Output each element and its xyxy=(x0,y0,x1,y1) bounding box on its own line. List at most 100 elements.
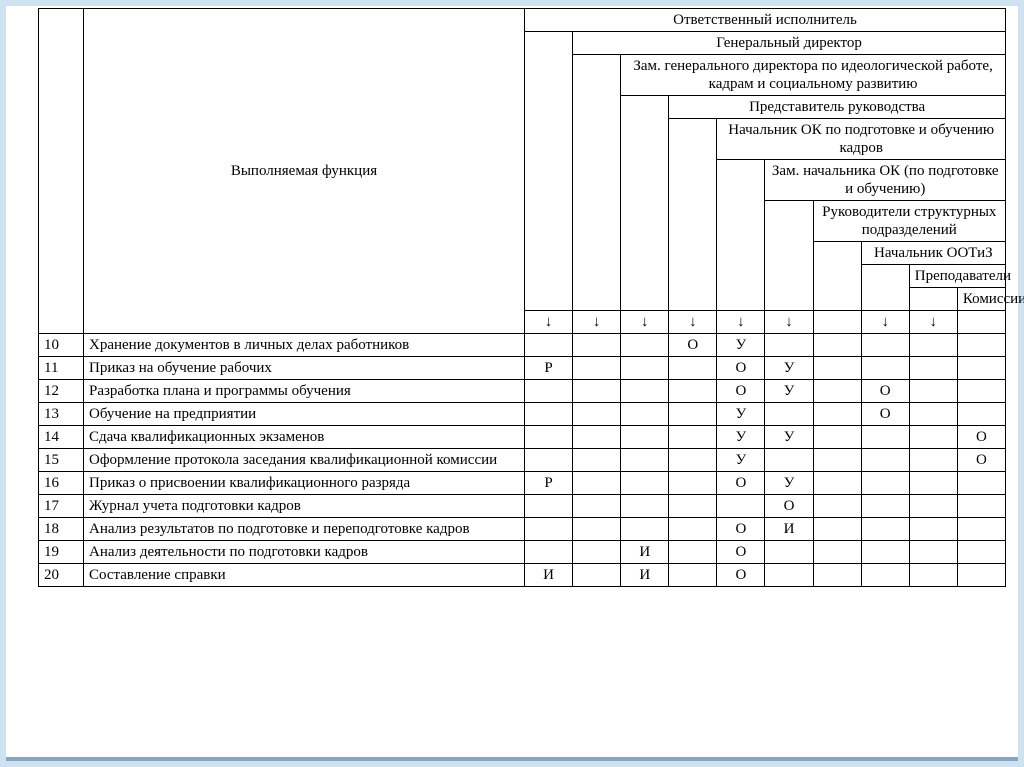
matrix-cell xyxy=(621,380,669,403)
role-7: Начальник ООТиЗ xyxy=(861,242,1005,265)
row-function: Журнал учета подготовки кадров xyxy=(84,495,525,518)
sheet: Выполняемая функция Ответственный исполн… xyxy=(38,8,1006,747)
arrow-4: ↓ xyxy=(717,311,765,334)
matrix-cell: И xyxy=(765,518,813,541)
role-0-stub xyxy=(525,32,573,311)
row-number: 14 xyxy=(39,426,84,449)
table-row: 20Составление справкиИИО xyxy=(39,564,1006,587)
matrix-cell xyxy=(669,541,717,564)
matrix-cell xyxy=(909,334,957,357)
matrix-cell xyxy=(765,403,813,426)
matrix-cell xyxy=(909,403,957,426)
row-number: 12 xyxy=(39,380,84,403)
matrix-cell: О xyxy=(717,541,765,564)
matrix-cell xyxy=(621,495,669,518)
matrix-cell xyxy=(573,495,621,518)
matrix-cell xyxy=(909,426,957,449)
matrix-cell xyxy=(957,380,1005,403)
matrix-cell xyxy=(813,426,861,449)
matrix-cell xyxy=(525,541,573,564)
matrix-cell xyxy=(909,564,957,587)
matrix-cell xyxy=(909,472,957,495)
table-row: 19Анализ деятельности по подготовки кадр… xyxy=(39,541,1006,564)
matrix-cell xyxy=(573,449,621,472)
matrix-cell: О xyxy=(717,564,765,587)
matrix-cell xyxy=(573,403,621,426)
row-function: Составление справки xyxy=(84,564,525,587)
arrow-0: ↓ xyxy=(525,311,573,334)
role-4: Начальник ОК по подготовке и обучению ка… xyxy=(717,119,1006,160)
matrix-cell xyxy=(813,380,861,403)
matrix-cell xyxy=(813,564,861,587)
matrix-cell xyxy=(669,472,717,495)
matrix-cell xyxy=(765,564,813,587)
matrix-cell xyxy=(861,334,909,357)
row-number: 19 xyxy=(39,541,84,564)
matrix-cell: О xyxy=(957,426,1005,449)
matrix-cell xyxy=(813,403,861,426)
matrix-cell xyxy=(957,495,1005,518)
row-number: 15 xyxy=(39,449,84,472)
matrix-cell xyxy=(861,472,909,495)
row-number: 18 xyxy=(39,518,84,541)
role-5-stub xyxy=(765,201,813,311)
row-function: Хранение документов в личных делах работ… xyxy=(84,334,525,357)
matrix-cell xyxy=(765,334,813,357)
arrow-6 xyxy=(813,311,861,334)
matrix-cell: И xyxy=(621,564,669,587)
matrix-cell: И xyxy=(621,541,669,564)
matrix-cell: У xyxy=(717,449,765,472)
matrix-cell xyxy=(765,541,813,564)
row-number: 17 xyxy=(39,495,84,518)
matrix-cell xyxy=(573,426,621,449)
matrix-cell xyxy=(909,380,957,403)
matrix-cell: У xyxy=(765,380,813,403)
role-3-stub xyxy=(669,119,717,311)
matrix-cell xyxy=(525,426,573,449)
row-function: Обучение на предприятии xyxy=(84,403,525,426)
row-function: Анализ результатов по подготовке и переп… xyxy=(84,518,525,541)
role-0: Ответственный исполнитель xyxy=(525,9,1006,32)
matrix-cell xyxy=(909,518,957,541)
row-number: 11 xyxy=(39,357,84,380)
matrix-cell xyxy=(957,403,1005,426)
role-2-stub xyxy=(621,96,669,311)
row-function: Оформление протокола заседания квалифика… xyxy=(84,449,525,472)
matrix-cell xyxy=(909,357,957,380)
table-row: 15Оформление протокола заседания квалифи… xyxy=(39,449,1006,472)
matrix-cell: Р xyxy=(525,472,573,495)
matrix-cell xyxy=(813,472,861,495)
matrix-cell xyxy=(669,449,717,472)
matrix-body: 10Хранение документов в личных делах раб… xyxy=(39,334,1006,587)
matrix-cell xyxy=(573,334,621,357)
matrix-cell xyxy=(813,495,861,518)
role-6: Руководители структурных подразделений xyxy=(813,201,1005,242)
row-function: Разработка плана и программы обучения xyxy=(84,380,525,403)
matrix-cell xyxy=(621,403,669,426)
matrix-cell: У xyxy=(765,426,813,449)
matrix-cell xyxy=(669,495,717,518)
role-7-stub xyxy=(861,265,909,311)
role-1-stub xyxy=(573,55,621,311)
matrix-cell xyxy=(861,518,909,541)
matrix-cell: О xyxy=(717,380,765,403)
matrix-cell xyxy=(573,541,621,564)
matrix-cell xyxy=(813,518,861,541)
role-3: Представитель руководства xyxy=(669,96,1006,119)
matrix-cell: О xyxy=(957,449,1005,472)
arrow-3: ↓ xyxy=(669,311,717,334)
matrix-cell xyxy=(957,518,1005,541)
table-row: 12Разработка плана и программы обучения О… xyxy=(39,380,1006,403)
matrix-cell xyxy=(813,541,861,564)
row-function: Приказ о присвоении квалификационного ра… xyxy=(84,472,525,495)
matrix-cell xyxy=(525,449,573,472)
matrix-cell xyxy=(957,357,1005,380)
page: Выполняемая функция Ответственный исполн… xyxy=(0,0,1024,767)
matrix-cell: У xyxy=(717,403,765,426)
matrix-cell: Р xyxy=(525,357,573,380)
matrix-cell xyxy=(813,449,861,472)
row-function: Приказ на обучение рабочих xyxy=(84,357,525,380)
arrow-1: ↓ xyxy=(573,311,621,334)
matrix-cell xyxy=(669,357,717,380)
matrix-cell xyxy=(621,334,669,357)
